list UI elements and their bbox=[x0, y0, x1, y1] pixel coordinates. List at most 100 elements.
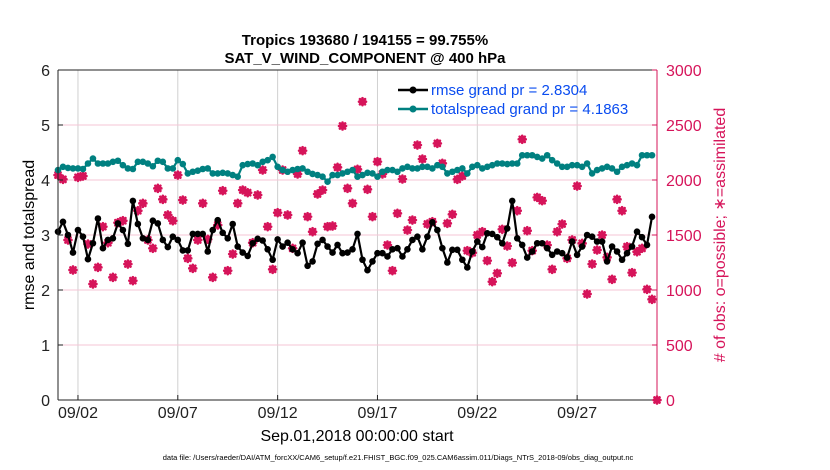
obs-count-point bbox=[317, 185, 328, 195]
totalspread-point bbox=[568, 161, 576, 169]
rmse-point bbox=[384, 253, 391, 260]
rmse-point bbox=[104, 236, 112, 244]
totalspread-point bbox=[384, 166, 391, 174]
obs-count-point bbox=[592, 245, 602, 255]
rmse-point bbox=[459, 256, 466, 264]
rmse-point bbox=[119, 226, 127, 234]
rmse-point bbox=[374, 249, 381, 257]
obs-count-point bbox=[133, 205, 143, 216]
y-tick-label-left: 6 bbox=[41, 63, 50, 80]
totalspread-point bbox=[79, 165, 87, 173]
rmse-point bbox=[643, 241, 651, 249]
totalspread-point bbox=[354, 173, 361, 180]
totalspread-point bbox=[84, 160, 92, 167]
obs-count-point bbox=[372, 156, 383, 167]
totalspread-point bbox=[359, 171, 366, 179]
totalspread-point bbox=[169, 165, 177, 172]
rmse-point bbox=[379, 249, 386, 257]
totalspread-point bbox=[623, 161, 631, 169]
rmse-point bbox=[194, 230, 202, 238]
totalspread-point bbox=[59, 163, 67, 171]
totalspread-point bbox=[304, 168, 311, 176]
rmse-point bbox=[139, 235, 147, 242]
totalspread-point bbox=[498, 160, 506, 167]
totalspread-point bbox=[264, 156, 271, 164]
totalspread-point bbox=[214, 170, 222, 177]
rmse-point bbox=[464, 264, 471, 271]
rmse-point bbox=[503, 225, 511, 232]
totalspread-point bbox=[234, 173, 241, 180]
rmse-point bbox=[623, 249, 631, 257]
obs-count-point bbox=[192, 235, 203, 245]
obs-count-point bbox=[182, 253, 193, 264]
rmse-point bbox=[543, 244, 551, 252]
totalspread-point bbox=[219, 169, 227, 177]
rmse-point bbox=[79, 233, 87, 240]
rmse-point bbox=[84, 255, 92, 263]
totalspread-point bbox=[134, 158, 142, 166]
totalspread-point bbox=[578, 163, 586, 171]
totalspread-point bbox=[399, 165, 406, 172]
obs-count-point bbox=[612, 194, 622, 205]
totalspread-point bbox=[583, 160, 591, 167]
obs-count-point bbox=[252, 190, 263, 200]
obs-count-point bbox=[352, 164, 363, 175]
rmse-point bbox=[633, 228, 641, 235]
obs-count-point bbox=[227, 249, 238, 259]
obs-count-point bbox=[497, 224, 508, 235]
rmse-point bbox=[339, 249, 346, 257]
obs-count-point bbox=[557, 219, 567, 229]
obs-count-point bbox=[642, 284, 652, 295]
totalspread-point bbox=[344, 168, 351, 176]
obs-count-point bbox=[472, 230, 483, 240]
totalspread-point bbox=[339, 170, 346, 177]
rmse-point bbox=[588, 233, 596, 240]
rmse-point bbox=[219, 229, 227, 237]
obs-count-point bbox=[232, 198, 243, 209]
obs-count-point bbox=[632, 246, 642, 257]
rmse-point bbox=[349, 246, 356, 253]
obs-count-point bbox=[68, 265, 78, 275]
obs-count-point bbox=[187, 263, 198, 274]
obs-count-point bbox=[397, 174, 408, 184]
rmse-point bbox=[204, 248, 212, 255]
obs-count-point bbox=[422, 219, 433, 229]
y-tick-label-left: 3 bbox=[41, 228, 50, 245]
obs-count-point bbox=[597, 230, 607, 240]
rmse-point bbox=[294, 249, 301, 257]
y-tick-label-right: 1500 bbox=[666, 228, 702, 245]
y-tick-label-left: 1 bbox=[41, 338, 50, 355]
totalspread-point bbox=[104, 160, 112, 167]
totalspread-point bbox=[324, 178, 331, 185]
totalspread-point bbox=[588, 170, 596, 177]
totalspread-point bbox=[469, 163, 476, 171]
totalspread-point bbox=[164, 165, 172, 172]
rmse-point bbox=[64, 231, 72, 239]
rmse-point bbox=[598, 238, 606, 245]
obs-count-point bbox=[138, 198, 148, 209]
obs-count-point bbox=[322, 221, 333, 232]
rmse-point bbox=[244, 252, 251, 260]
rmse-point bbox=[648, 213, 656, 221]
totalspread-point bbox=[249, 160, 256, 167]
rmse-point bbox=[249, 239, 256, 247]
obs-count-point bbox=[342, 183, 353, 194]
rmse-point bbox=[369, 258, 376, 265]
obs-count-point bbox=[492, 268, 503, 279]
obs-count-point bbox=[153, 183, 163, 194]
rmse-point bbox=[74, 226, 82, 234]
obs-count-point bbox=[487, 276, 498, 287]
totalspread-point bbox=[189, 168, 197, 176]
y-axis-label-left: rmse and totalspread bbox=[21, 160, 38, 310]
totalspread-point bbox=[513, 160, 521, 167]
totalspread-point bbox=[553, 160, 561, 167]
obs-count-point bbox=[517, 134, 528, 145]
rmse-point bbox=[199, 230, 207, 238]
rmse-point bbox=[189, 230, 197, 238]
rmse-point bbox=[89, 239, 97, 247]
totalspread-point bbox=[508, 160, 516, 167]
totalspread-point bbox=[319, 173, 326, 180]
obs-count-point bbox=[367, 211, 378, 222]
totalspread-point bbox=[294, 165, 301, 173]
